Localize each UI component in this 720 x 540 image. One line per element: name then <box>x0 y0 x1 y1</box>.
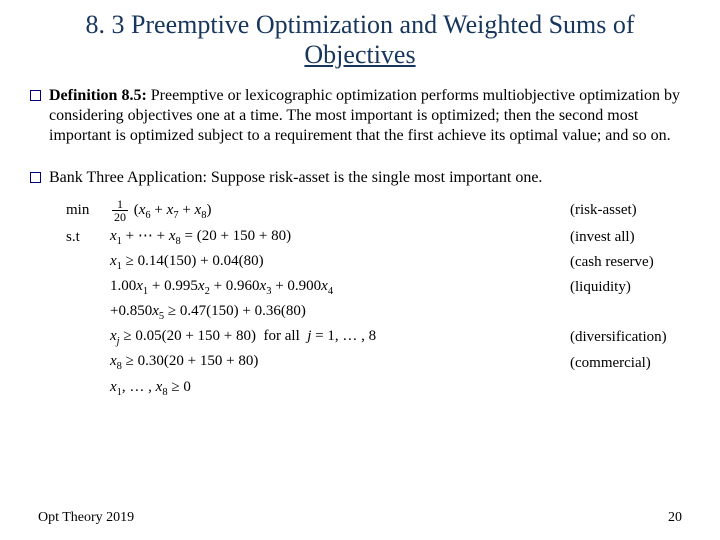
equation-left: xj ≥ 0.05(20 + 150 + 80) for all j = 1, … <box>66 327 376 348</box>
equation-row: s.tx1 + ⋯ + x8 = (20 + 150 + 80) (invest … <box>66 227 690 248</box>
equation-row: x1, … , x8 ≥ 0 <box>66 378 690 399</box>
equation-row: x8 ≥ 0.30(20 + 150 + 80) (commercial) <box>66 352 690 373</box>
equation-left: x8 ≥ 0.30(20 + 150 + 80) <box>66 352 258 373</box>
equation-label: s.t <box>66 228 110 247</box>
equation-row: x1 ≥ 0.14(150) + 0.04(80) (cash reserve) <box>66 252 690 273</box>
footer-right: 20 <box>668 510 682 526</box>
equation-tag: (cash reserve) <box>570 253 690 272</box>
equation-tag: (liquidity) <box>570 278 690 297</box>
application-block: Bank Three Application: Suppose risk-ass… <box>30 168 690 188</box>
equation-math: 120 (x6 + x7 + x8) <box>110 198 211 223</box>
equation-math: xj ≥ 0.05(20 + 150 + 80) for all j = 1, … <box>110 327 376 348</box>
equation-tag: (invest all) <box>570 228 690 247</box>
slide-title: 8. 3 Preemptive Optimization and Weighte… <box>0 0 720 74</box>
equation-tag: (risk-asset) <box>570 201 690 220</box>
equation-left: min120 (x6 + x7 + x8) <box>66 198 211 223</box>
equation-row: xj ≥ 0.05(20 + 150 + 80) for all j = 1, … <box>66 327 690 348</box>
equation-math: x1 ≥ 0.14(150) + 0.04(80) <box>110 252 264 273</box>
equation-left: +0.850x5 ≥ 0.47(150) + 0.36(80) <box>66 302 306 323</box>
equation-row: min120 (x6 + x7 + x8) (risk-asset) <box>66 198 690 223</box>
equation-label: min <box>66 201 110 220</box>
equation-row: 1.00x1 + 0.995x2 + 0.960x3 + 0.900x4 (liq… <box>66 277 690 298</box>
equation-math: x1, … , x8 ≥ 0 <box>110 378 191 399</box>
footer-left: Opt Theory 2019 <box>38 510 134 526</box>
application-text: Bank Three Application: Suppose risk-ass… <box>49 168 690 188</box>
definition-text: Definition 8.5: Preemptive or lexicograp… <box>49 86 690 146</box>
equation-math: x8 ≥ 0.30(20 + 150 + 80) <box>110 352 258 373</box>
title-line-1: 8. 3 Preemptive Optimization and Weighte… <box>85 10 634 39</box>
equation-math: 1.00x1 + 0.995x2 + 0.960x3 + 0.900x4 <box>110 277 333 298</box>
equation-left: x1, … , x8 ≥ 0 <box>66 378 191 399</box>
equation-tag: (diversification) <box>570 328 690 347</box>
title-line-2: Objectives <box>304 40 415 69</box>
bullet-icon <box>30 90 41 101</box>
slide-body: Definition 8.5: Preemptive or lexicograp… <box>0 74 720 399</box>
equation-left: x1 ≥ 0.14(150) + 0.04(80) <box>66 252 264 273</box>
equation-left: s.tx1 + ⋯ + x8 = (20 + 150 + 80) <box>66 227 291 248</box>
slide: 8. 3 Preemptive Optimization and Weighte… <box>0 0 720 540</box>
equation-row: +0.850x5 ≥ 0.47(150) + 0.36(80) <box>66 302 690 323</box>
equation-math: +0.850x5 ≥ 0.47(150) + 0.36(80) <box>110 302 306 323</box>
equation-block: min120 (x6 + x7 + x8) (risk-asset) s.tx1 +… <box>66 198 690 399</box>
equation-tag: (commercial) <box>570 354 690 373</box>
definition-head: Definition 8.5: <box>49 87 151 104</box>
equation-left: 1.00x1 + 0.995x2 + 0.960x3 + 0.900x4 <box>66 277 333 298</box>
equation-math: x1 + ⋯ + x8 = (20 + 150 + 80) <box>110 227 291 248</box>
bullet-icon <box>30 172 41 183</box>
definition-block: Definition 8.5: Preemptive or lexicograp… <box>30 86 690 146</box>
